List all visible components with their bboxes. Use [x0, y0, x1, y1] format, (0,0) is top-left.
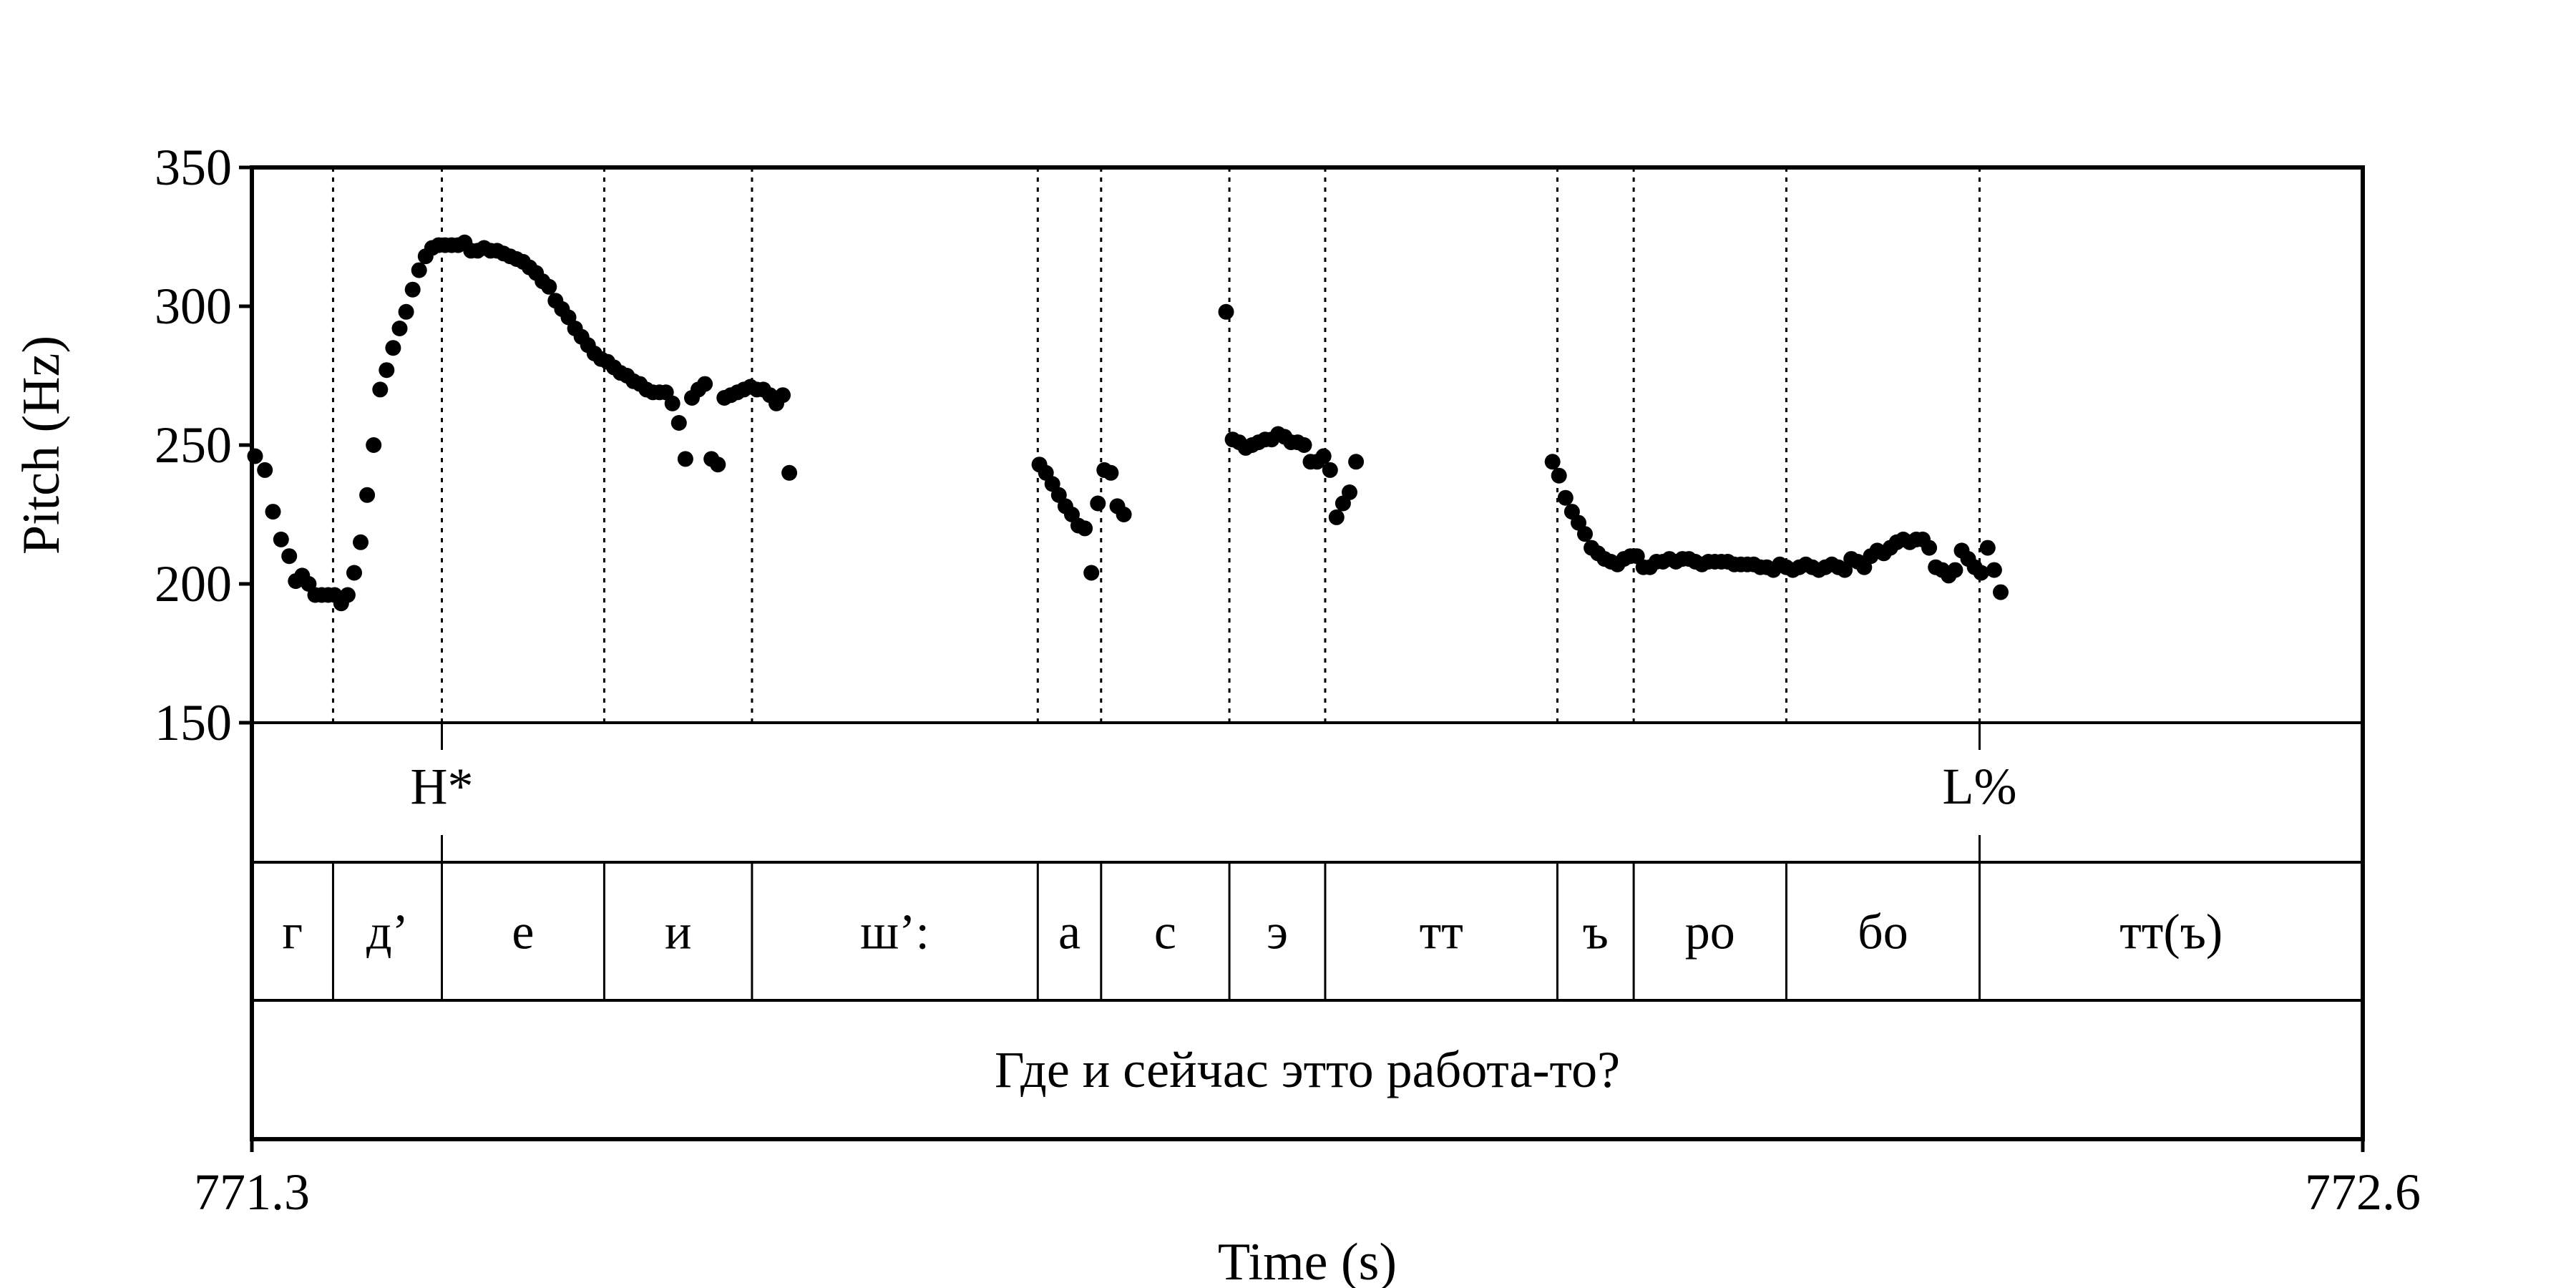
x-axis: 771.3 772.6 Time (s)	[194, 1163, 2421, 1288]
pitch-point-117	[1544, 454, 1561, 470]
pitch-point-63	[664, 395, 680, 411]
pitch-point-80	[775, 387, 791, 404]
pitch-point-18	[372, 381, 389, 398]
pitch-point-95	[1116, 507, 1132, 522]
pitch-point-122	[1577, 526, 1593, 542]
segment-label-4: ш’:	[860, 905, 930, 960]
pitch-point-118	[1551, 467, 1567, 484]
pitch-panel: 150 200 250 300 350	[155, 139, 2009, 751]
pitch-point-4	[281, 548, 298, 565]
segment-label-5: а	[1058, 905, 1080, 960]
segment-label-10: ро	[1685, 905, 1735, 960]
x-tick-label-end: 772.6	[2305, 1163, 2421, 1221]
pitch-point-186	[1993, 584, 2009, 600]
segment-label-11: бо	[1858, 905, 1908, 960]
pitch-point-68	[697, 376, 713, 392]
utterance-label: Где и сейчас этто работа-то?	[995, 1041, 1620, 1098]
pitch-point-108	[1296, 437, 1312, 453]
pitch-point-70	[710, 457, 726, 473]
pitch-point-14	[346, 565, 362, 581]
y-tick-label-3: 300	[155, 278, 232, 335]
utterance-tier: Где и сейчас этто работа-то?	[995, 1041, 1620, 1098]
pitch-point-16	[359, 487, 376, 503]
pitch-point-20	[385, 340, 401, 356]
y-tick-label-2: 250	[155, 416, 232, 474]
segment-label-7: э	[1267, 905, 1288, 960]
pitch-point-113	[1328, 509, 1345, 525]
segment-label-6: с	[1154, 905, 1176, 960]
tone-label-0: H*	[411, 758, 474, 815]
pitch-point-183	[1973, 565, 1989, 581]
annotation-tiers: H* L% г д’ е и ш’: а с э тт ъ ро бо тт(ъ) Где и сейча…	[282, 723, 2223, 1098]
segment-label-2: е	[512, 905, 534, 960]
x-axis-title: Time (s)	[1218, 1233, 1397, 1288]
segment-label-12: тт(ъ)	[2119, 905, 2223, 960]
pitch-point-91	[1090, 495, 1106, 512]
pitch-point-2	[265, 504, 281, 520]
pitch-point-111	[1315, 448, 1332, 464]
segment-label-8: тт	[1420, 905, 1463, 960]
pitch-point-19	[379, 362, 395, 379]
figure-frame	[250, 165, 2365, 1152]
pitch-point-175	[1921, 540, 1938, 556]
pitch-point-22	[398, 303, 414, 320]
y-axis-ticks: 150 200 250 300 350	[155, 139, 252, 751]
segment-label-0: г	[282, 905, 303, 960]
y-tick-label-4: 350	[155, 139, 232, 196]
pitch-point-112	[1322, 462, 1338, 478]
y-tick-label-0: 150	[155, 694, 232, 751]
y-axis-title: Pitch (Hz)	[12, 336, 71, 555]
tone-tier: H* L%	[411, 723, 2016, 862]
pitch-point-184	[1979, 540, 1996, 556]
pitch-point-179	[1947, 562, 1963, 578]
pitch-point-64	[670, 415, 687, 431]
segment-label-9: ъ	[1583, 905, 1609, 960]
pitch-point-1	[257, 462, 273, 478]
pitch-point-89	[1077, 520, 1093, 537]
segment-label-1: д’	[366, 905, 409, 960]
pitch-point-116	[1348, 454, 1365, 470]
outer-frame	[250, 165, 2365, 1141]
pitch-point-15	[353, 534, 369, 550]
tone-label-1: L%	[1942, 758, 2016, 815]
pitch-point-90	[1083, 565, 1100, 581]
x-tick-label-start: 771.3	[194, 1163, 310, 1221]
pitch-point-185	[1986, 562, 2002, 578]
pitch-point-24	[411, 262, 427, 278]
pitch-point-81	[781, 464, 798, 481]
pitch-point-3	[273, 531, 289, 547]
pitch-point-0	[247, 448, 263, 464]
pitch-point-17	[366, 437, 382, 453]
pitch-point-44	[541, 278, 557, 295]
pitch-point-13	[339, 587, 356, 603]
segment-tier: г д’ е и ш’: а с э тт ъ ро бо тт(ъ)	[282, 862, 2223, 1000]
pitch-points	[247, 234, 2009, 612]
pitch-point-119	[1557, 489, 1574, 506]
y-tick-label-1: 200	[155, 555, 232, 613]
pitch-point-65	[677, 451, 693, 467]
dotted-boundary-lines	[331, 167, 1981, 723]
pitch-point-96	[1218, 303, 1234, 320]
pitch-point-23	[404, 281, 421, 298]
pitch-point-21	[391, 321, 408, 336]
pitch-point-93	[1103, 464, 1119, 481]
segment-label-3: и	[665, 905, 691, 960]
pitch-point-115	[1342, 484, 1357, 500]
